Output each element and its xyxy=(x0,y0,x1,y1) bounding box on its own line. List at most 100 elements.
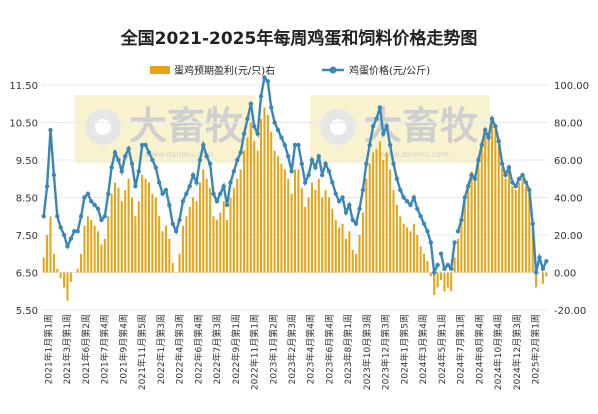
egg-price-point xyxy=(190,172,196,178)
profit-bar xyxy=(389,169,392,273)
egg-price-point xyxy=(255,131,260,136)
profit-bar xyxy=(117,188,120,273)
profit-bar xyxy=(470,171,473,273)
profit-bar xyxy=(49,216,52,273)
watermark-url: www.dxumu.com xyxy=(380,150,449,159)
egg-price-point xyxy=(309,157,315,163)
egg-price-point xyxy=(194,180,199,185)
profit-bar xyxy=(202,169,205,273)
profit-bar xyxy=(501,167,504,273)
profit-bar xyxy=(212,216,215,273)
profit-bar xyxy=(361,212,364,273)
chart-title: 全国2021-2025年每周鸡蛋和饲料价格走势图 xyxy=(120,28,478,49)
egg-price-point xyxy=(296,142,301,148)
egg-price-point xyxy=(489,116,495,121)
egg-price-point xyxy=(282,142,288,148)
profit-bar xyxy=(453,257,456,273)
profit-bar xyxy=(188,206,191,273)
profit-bar xyxy=(487,137,490,273)
profit-bar xyxy=(181,225,184,273)
egg-price-point xyxy=(262,75,267,80)
egg-price-point xyxy=(465,184,471,189)
y-left-tick-label: 8.50 xyxy=(16,194,38,205)
profit-bar xyxy=(385,152,388,273)
profit-bar xyxy=(277,156,280,273)
profit-bar xyxy=(511,186,514,273)
profit-bar xyxy=(232,188,235,273)
profit-bar xyxy=(222,201,225,273)
egg-price-point xyxy=(442,266,447,271)
profit-bar xyxy=(120,201,123,273)
profit-bar xyxy=(497,145,500,273)
egg-price-point xyxy=(537,255,542,260)
profit-bar xyxy=(300,188,303,273)
y-left-tick-label: 5.50 xyxy=(16,306,38,317)
profit-bar xyxy=(185,216,188,273)
egg-price-point xyxy=(493,124,498,129)
profit-bar xyxy=(392,190,395,273)
x-tick-label: 2022年11月第1周 xyxy=(249,314,261,390)
profit-bar xyxy=(144,178,147,273)
profit-bar xyxy=(507,171,510,273)
profit-bar xyxy=(297,169,300,273)
profit-bar xyxy=(372,152,375,273)
profit-bar xyxy=(521,178,524,273)
egg-price-point xyxy=(455,229,461,234)
egg-price-point xyxy=(425,229,430,234)
x-tick-label: 2024年7月第1周 xyxy=(455,314,467,384)
profit-bar xyxy=(440,272,443,280)
egg-price-point xyxy=(333,191,338,196)
profit-bar xyxy=(531,227,534,273)
profit-bar xyxy=(63,272,66,288)
x-tick-label: 2023年1月第2周 xyxy=(267,314,279,384)
egg-price-point xyxy=(207,161,213,166)
profit-bar xyxy=(171,263,174,273)
x-tick-label: 2025年2月第1周 xyxy=(530,314,542,384)
egg-price-point xyxy=(123,154,128,159)
x-tick-label: 2021年9月第4周 xyxy=(117,314,129,384)
x-tick-label: 2022年6月第4周 xyxy=(192,314,204,384)
egg-price-point xyxy=(313,165,318,170)
profit-bar xyxy=(378,141,381,273)
profit-bar xyxy=(127,178,130,273)
profit-bar xyxy=(215,220,218,273)
x-tick-label: 2023年2月第3周 xyxy=(286,314,298,384)
egg-price-point xyxy=(61,232,67,238)
x-tick-label: 2024年5月第1周 xyxy=(436,314,448,384)
x-tick-label: 2023年6月第4周 xyxy=(323,314,335,384)
profit-bar xyxy=(147,182,150,273)
egg-price-point xyxy=(323,161,328,166)
egg-price-point xyxy=(367,142,372,148)
profit-bar xyxy=(130,197,134,273)
egg-price-point xyxy=(235,157,240,163)
profit-bar xyxy=(334,220,337,273)
egg-price-point xyxy=(462,195,467,200)
profit-bar xyxy=(321,197,324,273)
egg-price-point xyxy=(136,169,141,174)
egg-price-point xyxy=(180,199,186,204)
egg-price-point xyxy=(391,161,396,166)
egg-price-point xyxy=(347,202,352,208)
profit-bar xyxy=(209,188,212,273)
egg-price-point xyxy=(350,217,355,223)
egg-price-point xyxy=(258,94,264,99)
profit-bar xyxy=(324,190,327,273)
profit-bar xyxy=(310,182,313,273)
profit-bar xyxy=(239,169,242,273)
egg-price-point xyxy=(119,169,125,174)
x-tick-label: 2023年12月第3周 xyxy=(380,314,392,390)
profit-bar xyxy=(287,178,290,273)
profit-bar xyxy=(338,227,341,273)
egg-price-point xyxy=(516,176,522,181)
profit-bar xyxy=(351,250,354,273)
egg-price-point xyxy=(459,217,464,223)
profit-bar xyxy=(86,216,89,273)
egg-price-point xyxy=(381,131,386,136)
x-tick-label: 2024年3月第4周 xyxy=(417,314,429,384)
egg-price-point xyxy=(398,187,403,193)
profit-bar xyxy=(59,272,62,279)
egg-price-point xyxy=(292,142,298,148)
egg-price-point xyxy=(95,206,101,211)
profit-bar xyxy=(358,235,361,273)
